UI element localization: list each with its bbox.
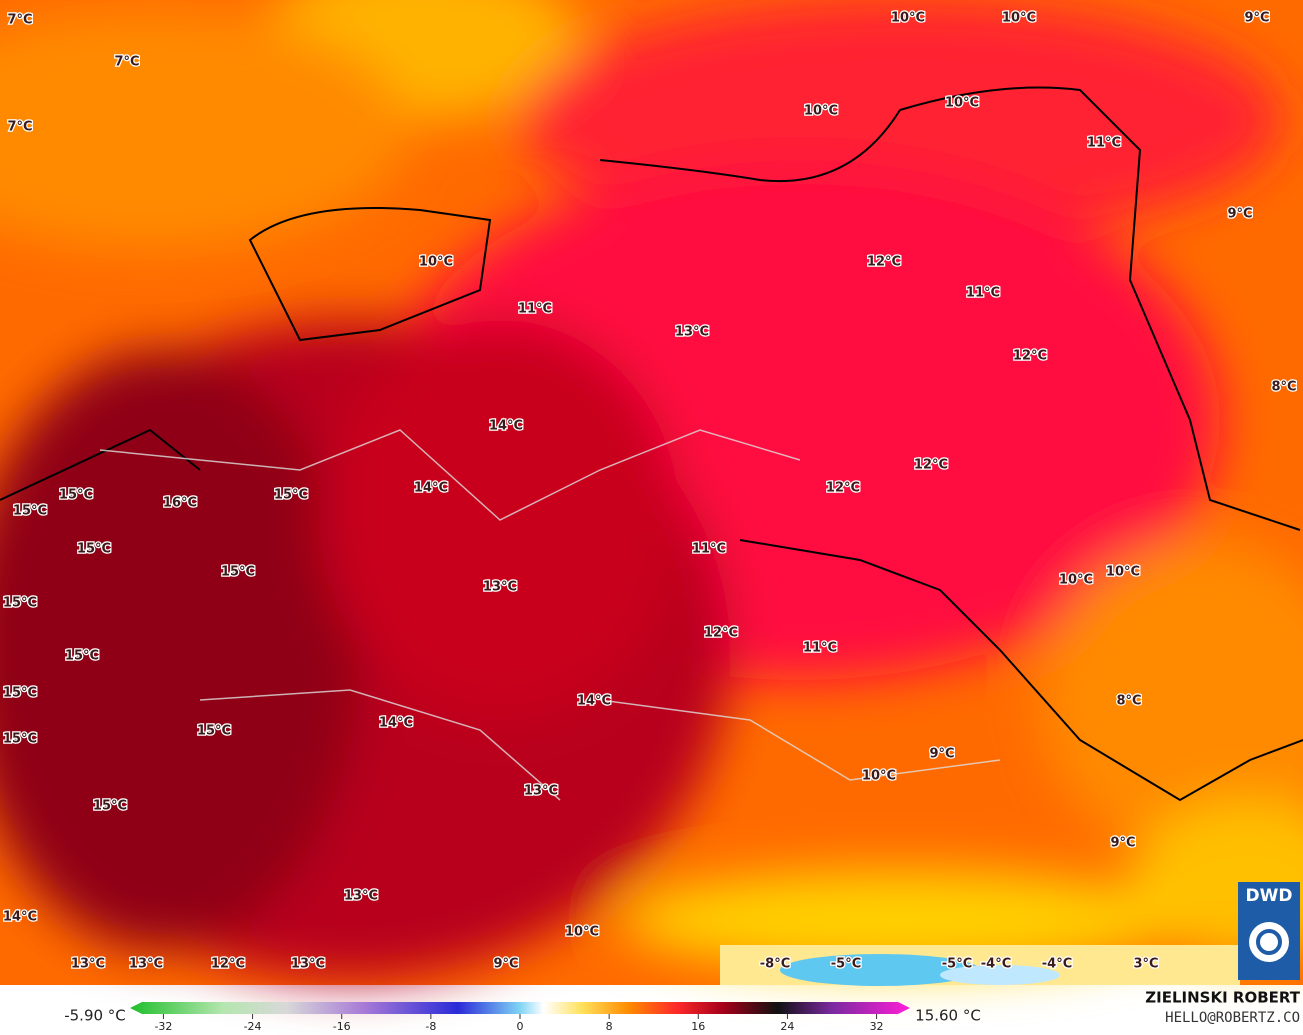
temperature-label: 12°C [1013, 349, 1047, 364]
temperature-label: 7°C [7, 13, 32, 28]
temperature-label: 9°C [929, 747, 954, 762]
temperature-label: 12°C [211, 957, 245, 972]
temperature-label: 11°C [1087, 136, 1121, 151]
temperature-label: 16°C [163, 496, 197, 511]
logo: DWD [1246, 886, 1293, 906]
temperature-label: 10°C [804, 104, 838, 119]
tick-label: -16 [333, 1020, 351, 1033]
tick-label: 8 [606, 1020, 613, 1033]
temperature-label: 11°C [803, 641, 837, 656]
temperature-label: 13°C [675, 325, 709, 340]
temperature-label: 7°C [114, 55, 139, 70]
temperature-label: 13°C [129, 957, 163, 972]
temperature-label: 8°C [1271, 380, 1296, 395]
temperature-label: 9°C [1110, 836, 1135, 851]
temperature-label: 14°C [379, 716, 413, 731]
temperature-label: 12°C [867, 255, 901, 270]
temperature-label: 13°C [483, 580, 517, 595]
temperature-label: -4°C [981, 957, 1011, 972]
temperature-label: -5°C [942, 957, 972, 972]
temperature-label: 13°C [291, 957, 325, 972]
temperature-field: DWD [0, 0, 1303, 986]
temperature-label: 12°C [826, 481, 860, 496]
temperature-label: 10°C [1106, 565, 1140, 580]
temperature-label: 14°C [414, 481, 448, 496]
temperature-label: 10°C [419, 255, 453, 270]
max-label: 15.60 °C [915, 1007, 981, 1025]
colorbar: -5.90 °C 15.60 °C -32 -24 -16 -8 0 8 16 24 32 [64, 1002, 981, 1033]
temperature-label: 15°C [77, 542, 111, 557]
temperature-label: 12°C [914, 458, 948, 473]
temperature-label: 9°C [1244, 11, 1269, 26]
tick-label: 0 [517, 1020, 524, 1033]
temperature-label: 15°C [221, 565, 255, 580]
contact: HELLO@ROBERTZ.CO [1165, 1010, 1300, 1026]
temperature-label: 13°C [524, 784, 558, 799]
temperature-label: 10°C [945, 96, 979, 111]
temperature-label: 14°C [577, 694, 611, 709]
temperature-label: 10°C [862, 769, 896, 784]
temperature-label: 14°C [3, 910, 37, 925]
temperature-label: 9°C [1227, 207, 1252, 222]
temperature-label: 15°C [13, 504, 47, 519]
temperature-label: -5°C [831, 957, 861, 972]
temperature-label: 3°C [1133, 957, 1158, 972]
temperature-label: 15°C [65, 649, 99, 664]
temperature-label: 7°C [7, 120, 32, 135]
tick-label: 16 [691, 1020, 705, 1033]
tick-label: 32 [870, 1020, 884, 1033]
temperature-labels: 7°C 7°C 7°C 10°C 10°C 9°C 10°C 10°C 11°C 9°C 10°C 1… [2, 9, 1298, 973]
temperature-label: 9°C [493, 957, 518, 972]
color-scale [130, 1002, 910, 1014]
temperature-label: 8°C [1116, 694, 1141, 709]
tick-label: -24 [244, 1020, 262, 1033]
temperature-label: 15°C [274, 488, 308, 503]
temperature-label: 10°C [565, 925, 599, 940]
temperature-label: -4°C [1042, 957, 1072, 972]
temperature-label: 15°C [93, 799, 127, 814]
temperature-label: 10°C [1059, 573, 1093, 588]
temperature-label: 10°C [1002, 11, 1036, 26]
temperature-label: 10°C [891, 11, 925, 26]
temperature-label: 13°C [344, 889, 378, 904]
temperature-label: 11°C [692, 542, 726, 557]
min-label: -5.90 °C [64, 1007, 126, 1025]
temperature-label: 13°C [71, 957, 105, 972]
temperature-label: 15°C [197, 724, 231, 739]
temperature-label: 14°C [489, 419, 523, 434]
tick-label: -8 [425, 1020, 436, 1033]
temperature-label: 15°C [3, 732, 37, 747]
temperature-label: 12°C [704, 626, 738, 641]
temperature-label: -8°C [760, 957, 790, 972]
temperature-label: 11°C [518, 302, 552, 317]
temperature-label: 15°C [3, 686, 37, 701]
temperature-label: 11°C [966, 286, 1000, 301]
tick-label: 24 [780, 1020, 794, 1033]
temperature-label: 15°C [59, 488, 93, 503]
tick-label: -32 [154, 1020, 172, 1033]
author: ZIELINSKI ROBERT [1145, 989, 1300, 1007]
temperature-label: 15°C [3, 596, 37, 611]
